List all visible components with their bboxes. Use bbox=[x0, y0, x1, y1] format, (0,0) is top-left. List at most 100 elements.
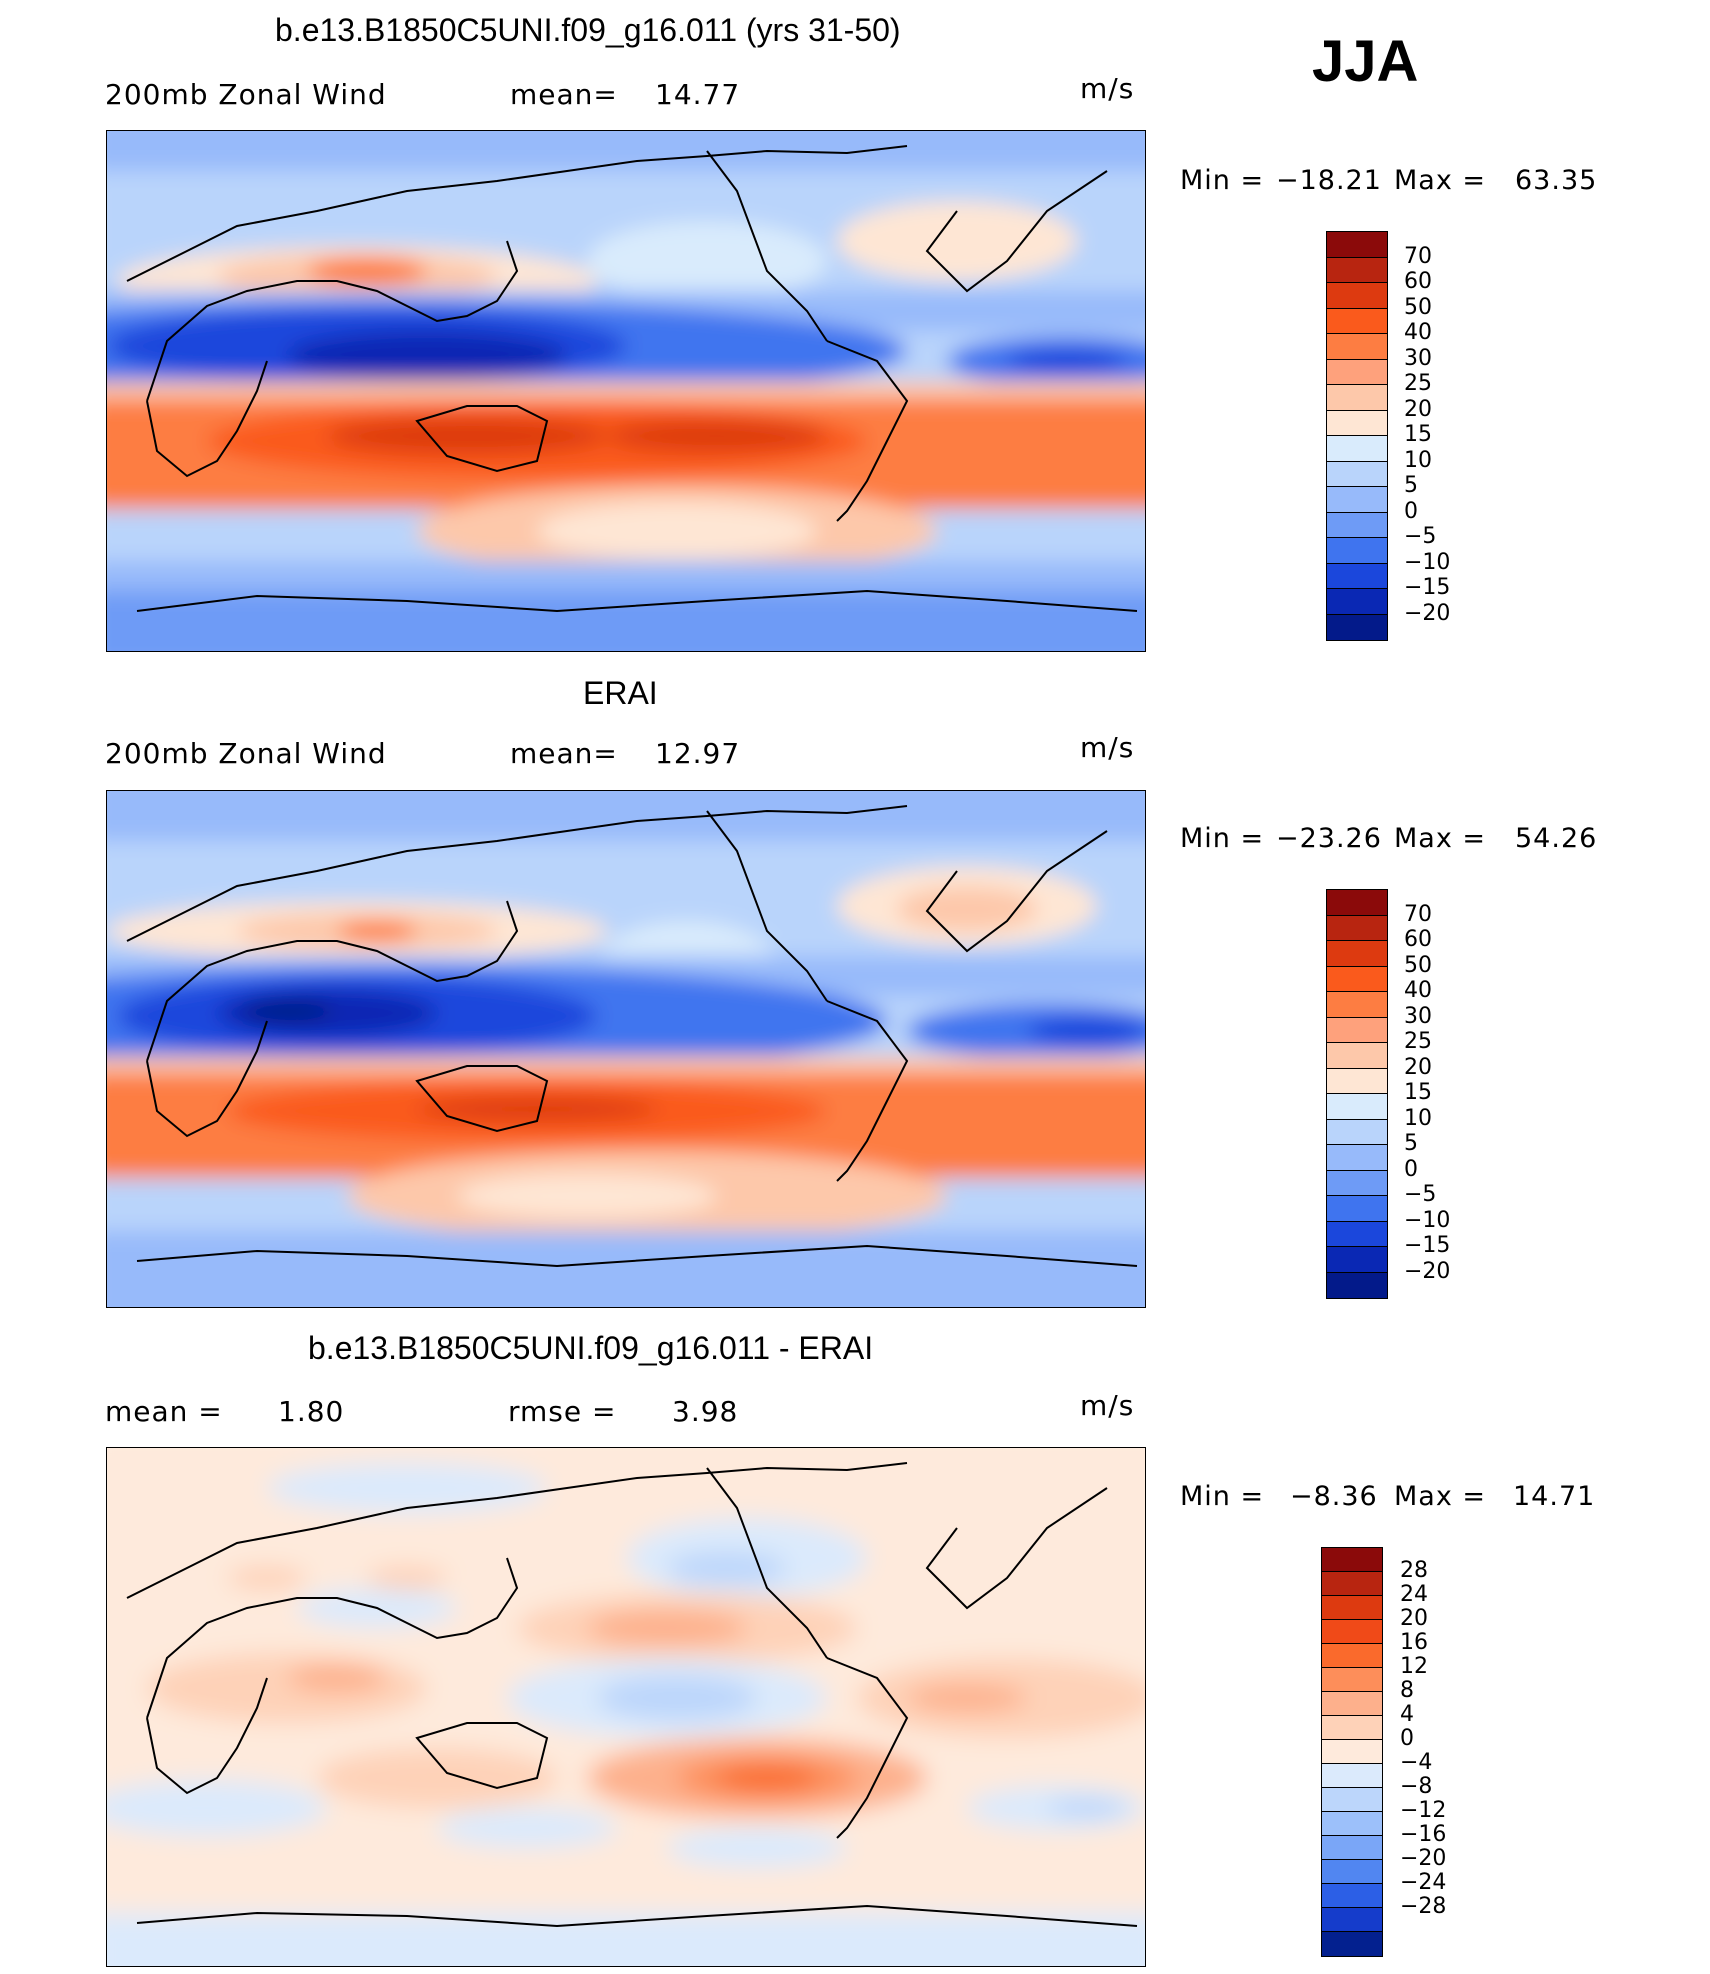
colorbar-segment bbox=[1322, 1692, 1382, 1716]
colorbar-segment bbox=[1322, 1620, 1382, 1644]
colorbar-segment bbox=[1327, 563, 1387, 589]
panel-1-map bbox=[106, 130, 1146, 652]
panel-2-max-label: Max = bbox=[1394, 823, 1487, 854]
colorbar-segment bbox=[1327, 461, 1387, 487]
colorbar-segment bbox=[1322, 1812, 1382, 1836]
colorbar-segment bbox=[1322, 1644, 1382, 1668]
colorbar-tick-label: 0 bbox=[1400, 1726, 1414, 1751]
panel-3-coastlines bbox=[126, 1462, 1138, 1928]
colorbar-tick-label: −8 bbox=[1400, 1774, 1433, 1799]
colorbar-segment bbox=[1327, 436, 1387, 462]
panel-2-map-svg bbox=[107, 791, 1145, 1307]
season-label: JJA bbox=[1312, 29, 1419, 94]
colorbar-tick-label: 30 bbox=[1404, 1003, 1432, 1029]
colorbar-tick-label: −10 bbox=[1404, 1207, 1451, 1233]
colorbar-tick-label: 10 bbox=[1404, 1105, 1432, 1131]
panel-1-title: b.e13.B1850C5UNI.f09_g16.011 (yrs 31-50) bbox=[275, 12, 901, 48]
panel-1-max-label: Max = bbox=[1394, 165, 1487, 196]
colorbar-segment bbox=[1327, 232, 1387, 258]
colorbar-tick-label: 0 bbox=[1404, 498, 1418, 524]
colorbar-tick-label: 50 bbox=[1404, 294, 1432, 320]
colorbar-segment bbox=[1322, 1788, 1382, 1812]
panel-3-min-value: −8.36 bbox=[1290, 1481, 1378, 1512]
colorbar-segment bbox=[1322, 1716, 1382, 1740]
colorbar-tick-label: −15 bbox=[1404, 1233, 1451, 1258]
panel-3-rmse-label: rmse = bbox=[508, 1395, 617, 1428]
colorbar-tick-label: 30 bbox=[1404, 345, 1432, 371]
colorbar-segment bbox=[1327, 1196, 1387, 1222]
colorbar-segment bbox=[1327, 992, 1387, 1018]
colorbar-tick-label: −20 bbox=[1404, 600, 1451, 626]
panel-1-units: m/s bbox=[1080, 72, 1135, 105]
colorbar-tick-label: −16 bbox=[1400, 1822, 1447, 1847]
panel-3-units: m/s bbox=[1080, 1389, 1135, 1422]
colorbar-segment bbox=[1327, 890, 1387, 916]
colorbar-segment bbox=[1327, 1017, 1387, 1043]
colorbar-tick-label: 5 bbox=[1404, 1131, 1418, 1156]
colorbar-segment bbox=[1327, 1094, 1387, 1120]
panel-3-mean-value: 1.80 bbox=[278, 1395, 345, 1428]
panel-2-mean-value: 12.97 bbox=[655, 737, 741, 770]
panel-1-min-value: −18.21 bbox=[1276, 165, 1382, 196]
colorbar-tick-label: 20 bbox=[1400, 1606, 1428, 1631]
colorbar-tick-label: −15 bbox=[1404, 575, 1451, 600]
panel-2-mean-label: mean= bbox=[510, 737, 618, 770]
panel-3-colorbar bbox=[1321, 1547, 1383, 1957]
colorbar-tick-label: −5 bbox=[1404, 524, 1437, 549]
colorbar-segment bbox=[1322, 1548, 1382, 1572]
colorbar-tick-label: 60 bbox=[1404, 269, 1432, 294]
colorbar-tick-label: 60 bbox=[1404, 927, 1432, 952]
colorbar-tick-label: 8 bbox=[1400, 1678, 1414, 1703]
colorbar-segment bbox=[1327, 1068, 1387, 1094]
colorbar-segment bbox=[1327, 915, 1387, 941]
colorbar-segment bbox=[1322, 1908, 1382, 1932]
colorbar-tick-label: −10 bbox=[1404, 549, 1451, 575]
colorbar-segment bbox=[1322, 1572, 1382, 1596]
panel-3-title: b.e13.B1850C5UNI.f09_g16.011 - ERAI bbox=[308, 1330, 874, 1366]
colorbar-segment bbox=[1327, 1247, 1387, 1273]
colorbar-segment bbox=[1327, 385, 1387, 411]
panel-2-variable: 200mb Zonal Wind bbox=[105, 737, 387, 770]
colorbar-segment bbox=[1327, 512, 1387, 538]
panel-1-coastlines bbox=[126, 145, 1138, 613]
colorbar-tick-label: 24 bbox=[1400, 1582, 1428, 1607]
colorbar-segment bbox=[1322, 1836, 1382, 1860]
colorbar-tick-label: 0 bbox=[1404, 1156, 1418, 1182]
colorbar-tick-label: −5 bbox=[1404, 1182, 1437, 1207]
panel-1-map-svg bbox=[107, 131, 1145, 651]
colorbar-segment bbox=[1327, 589, 1387, 615]
colorbar-tick-label: 20 bbox=[1404, 396, 1432, 422]
colorbar-tick-label: 16 bbox=[1400, 1630, 1428, 1655]
panel-2-units: m/s bbox=[1080, 731, 1135, 764]
panel-3-mean-label: mean = bbox=[105, 1395, 223, 1428]
colorbar-tick-label: 28 bbox=[1400, 1558, 1428, 1583]
colorbar-segment bbox=[1322, 1860, 1382, 1884]
colorbar-tick-label: −24 bbox=[1400, 1870, 1447, 1895]
colorbar-segment bbox=[1322, 1884, 1382, 1908]
colorbar-tick-label: −12 bbox=[1400, 1798, 1447, 1823]
colorbar-segment bbox=[1327, 1221, 1387, 1247]
colorbar-segment bbox=[1327, 966, 1387, 992]
colorbar-segment bbox=[1327, 614, 1387, 640]
panel-1-mean-label: mean= bbox=[510, 78, 618, 111]
colorbar-tick-label: 12 bbox=[1400, 1654, 1428, 1679]
colorbar-segment bbox=[1327, 487, 1387, 513]
colorbar-segment bbox=[1322, 1932, 1382, 1956]
colorbar-tick-label: 20 bbox=[1404, 1054, 1432, 1080]
panel-3-min-label: Min = bbox=[1180, 1481, 1265, 1512]
colorbar-segment bbox=[1322, 1668, 1382, 1692]
panel-1-mean-value: 14.77 bbox=[655, 78, 741, 111]
panel-2-max-value: 54.26 bbox=[1515, 823, 1598, 854]
colorbar-tick-label: 40 bbox=[1404, 320, 1432, 345]
panel-2-coastlines bbox=[126, 805, 1138, 1268]
colorbar-segment bbox=[1327, 1272, 1387, 1298]
colorbar-segment bbox=[1322, 1596, 1382, 1620]
panel-2-colorbar bbox=[1326, 889, 1388, 1299]
colorbar-tick-label: 50 bbox=[1404, 952, 1432, 978]
colorbar-tick-label: 15 bbox=[1404, 1080, 1432, 1105]
colorbar-segment bbox=[1327, 1043, 1387, 1069]
colorbar-tick-label: 40 bbox=[1404, 978, 1432, 1003]
colorbar-segment bbox=[1327, 410, 1387, 436]
panel-3-map-svg bbox=[107, 1448, 1145, 1966]
panel-1-max-value: 63.35 bbox=[1515, 165, 1598, 196]
